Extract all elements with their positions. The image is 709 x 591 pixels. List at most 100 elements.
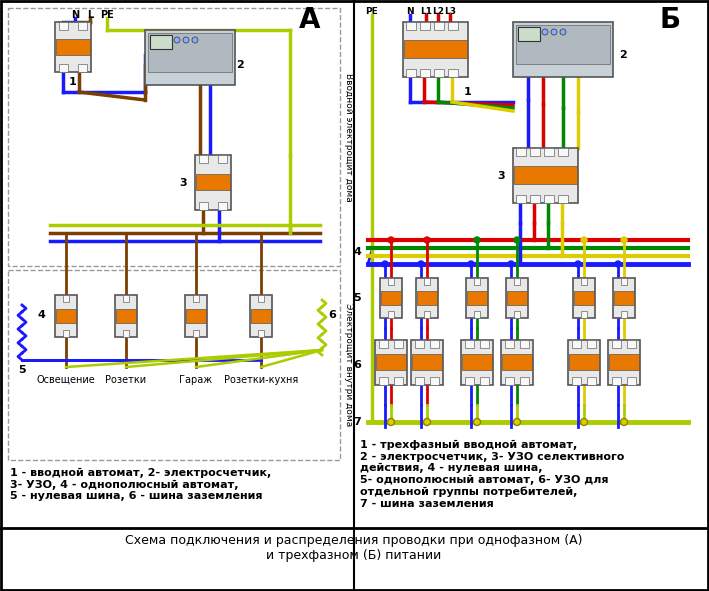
Bar [420,69,430,77]
Bar [516,148,526,156]
Bar [250,295,272,337]
Bar [514,278,520,285]
Bar [612,377,621,385]
Circle shape [575,261,581,267]
Bar [609,354,639,370]
Bar [516,195,526,203]
Bar [581,311,587,318]
Bar [55,295,77,337]
Bar [530,195,540,203]
Text: А: А [299,6,320,34]
Bar [415,340,424,348]
Bar [608,340,640,385]
Bar [506,278,528,318]
Bar [568,340,600,385]
Bar [520,340,529,348]
Text: 2: 2 [619,50,627,60]
Text: 3: 3 [498,171,505,181]
Bar [115,295,137,337]
Text: 6: 6 [353,360,361,370]
Text: 5: 5 [353,293,361,303]
Bar [411,340,443,385]
Bar [116,309,136,323]
Bar [417,291,437,305]
Circle shape [560,29,566,35]
Circle shape [382,261,388,267]
Bar [465,377,474,385]
Bar [514,166,577,184]
Bar [558,148,568,156]
Bar [145,30,235,85]
Text: Вводной электрощит дома: Вводной электрощит дома [343,73,352,202]
Bar [388,278,394,285]
Circle shape [388,237,394,243]
Bar [59,64,68,72]
Circle shape [468,261,474,267]
Bar [416,278,438,318]
Bar [403,22,468,77]
Text: 2: 2 [236,60,244,70]
Bar [379,377,388,385]
Bar [462,354,492,370]
Bar [376,354,406,370]
Bar [388,311,394,318]
Text: PE: PE [100,10,114,20]
Bar [185,295,207,337]
Bar [513,22,613,77]
Bar [587,340,596,348]
Circle shape [423,418,430,426]
Text: 1 - трехфазный вводной автомат,
2 - электросчетчик, 3- УЗО селективного
действия: 1 - трехфазный вводной автомат, 2 - элек… [360,440,625,509]
Bar [404,40,467,58]
Text: PE: PE [366,8,379,17]
Bar [55,22,91,72]
Bar [572,340,581,348]
Bar [415,377,424,385]
Bar [514,311,520,318]
Text: L: L [87,10,93,20]
Bar [466,278,488,318]
Circle shape [174,37,180,43]
Bar [544,195,554,203]
Bar [614,291,634,305]
Text: Гараж: Гараж [179,375,213,385]
Bar [573,278,595,318]
Bar [78,22,87,30]
Bar [513,148,578,203]
Circle shape [474,418,481,426]
Bar [150,35,172,49]
Bar [434,69,444,77]
Bar [381,291,401,305]
Bar [195,155,231,210]
Circle shape [551,29,557,35]
Bar [123,295,129,302]
Circle shape [514,237,520,243]
Text: 6: 6 [328,310,336,320]
Bar [379,340,388,348]
Circle shape [581,237,587,243]
Bar [196,174,230,190]
Bar [430,377,439,385]
Bar [251,309,271,323]
Text: Розетки: Розетки [106,375,147,385]
Circle shape [418,261,424,267]
Circle shape [388,418,394,426]
Bar [480,377,489,385]
Bar [63,330,69,337]
Bar [530,148,540,156]
Bar [420,22,430,30]
Bar [258,330,264,337]
Bar [474,311,480,318]
Bar [461,340,493,385]
Text: L1: L1 [420,8,432,17]
Bar [375,340,407,385]
Bar [148,33,232,72]
Text: 1: 1 [69,77,77,87]
Bar [78,64,87,72]
Text: Схема подключения и распределения проводки при однофазном (А)
и трехфазном (Б) п: Схема подключения и распределения провод… [125,534,583,562]
Bar [621,311,627,318]
Circle shape [424,237,430,243]
Text: N: N [71,10,79,20]
Bar [8,8,340,266]
Bar [123,330,129,337]
Bar [587,377,596,385]
